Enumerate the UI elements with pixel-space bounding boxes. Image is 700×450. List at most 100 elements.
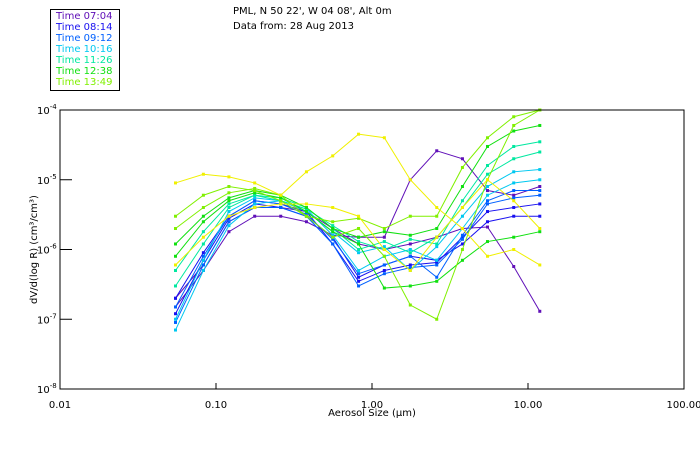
data-point: [408, 303, 412, 307]
data-point: [253, 199, 257, 203]
data-point: [485, 164, 489, 168]
y-axis-label: dV/d(log R) (cm³/cm³): [29, 195, 40, 304]
data-point: [357, 279, 361, 283]
data-point: [382, 254, 386, 258]
data-point: [253, 186, 257, 190]
data-point: [173, 227, 177, 231]
data-point: [435, 279, 439, 283]
data-point: [331, 230, 335, 234]
data-point: [408, 284, 412, 288]
data-point: [173, 181, 177, 185]
data-point: [173, 254, 177, 258]
data-point: [408, 263, 412, 267]
data-point: [173, 305, 177, 309]
data-point: [382, 245, 386, 249]
data-point: [382, 263, 386, 267]
data-point: [538, 227, 542, 231]
data-point: [382, 235, 386, 239]
data-point: [408, 237, 412, 241]
data-point: [512, 157, 516, 161]
legend-entry: Time 09:12: [56, 33, 113, 44]
data-point: [357, 132, 361, 136]
data-point: [408, 248, 412, 251]
data-point: [485, 136, 489, 140]
data-point: [253, 191, 257, 195]
x-tick-label: 0.10: [205, 400, 227, 411]
data-point: [304, 207, 308, 211]
data-point: [512, 170, 516, 174]
data-point: [408, 251, 412, 255]
data-point: [435, 317, 439, 321]
data-point: [460, 248, 464, 251]
data-point: [460, 237, 464, 241]
data-point: [201, 220, 205, 224]
data-point: [435, 275, 439, 279]
data-point: [357, 216, 361, 220]
data-point: [538, 168, 542, 172]
data-point: [435, 206, 439, 210]
data-point: [304, 214, 308, 218]
data-point: [460, 214, 464, 218]
data-point: [227, 206, 231, 210]
data-point: [227, 175, 231, 179]
data-point: [304, 210, 308, 214]
series-12: [173, 108, 542, 321]
legend-entry: Time 11:26: [56, 55, 113, 66]
data-point: [253, 202, 257, 206]
data-point: [201, 251, 205, 255]
data-point: [460, 242, 464, 246]
data-point: [331, 235, 335, 239]
data-point: [173, 214, 177, 218]
data-point: [357, 240, 361, 244]
data-point: [538, 178, 542, 182]
data-point: [357, 227, 361, 231]
data-point: [382, 248, 386, 251]
data-point: [357, 235, 361, 239]
data-point: [331, 224, 335, 228]
data-point: [435, 258, 439, 262]
data-point: [512, 206, 516, 210]
data-point: [173, 320, 177, 324]
y-tick-label: 10-4: [37, 103, 57, 117]
data-point: [382, 268, 386, 272]
data-point: [485, 202, 489, 206]
data-point: [382, 240, 386, 244]
data-point: [382, 136, 386, 140]
data-point: [331, 233, 335, 237]
data-point: [279, 193, 283, 197]
data-point: [435, 263, 439, 267]
data-point: [408, 254, 412, 258]
data-point: [173, 312, 177, 316]
data-point: [201, 263, 205, 267]
data-point: [512, 181, 516, 185]
data-point: [538, 193, 542, 197]
x-axis-label: Aerosol Size (µm): [328, 408, 416, 419]
data-point: [485, 193, 489, 197]
data-point: [253, 214, 257, 218]
data-point: [512, 193, 516, 197]
data-point: [435, 235, 439, 239]
data-point: [485, 185, 489, 189]
data-point: [331, 242, 335, 246]
data-point: [201, 235, 205, 239]
x-tick-label: 1.00: [361, 400, 383, 411]
series-15: [173, 178, 542, 272]
data-point: [485, 144, 489, 148]
data-point: [331, 237, 335, 241]
y-tick-label: 10-5: [37, 173, 57, 187]
data-point: [227, 199, 231, 203]
data-point: [512, 189, 516, 193]
data-point: [227, 202, 231, 206]
series-10: [173, 191, 542, 290]
data-point: [460, 227, 464, 231]
data-point: [357, 251, 361, 255]
data-point: [435, 149, 439, 153]
data-point: [460, 199, 464, 203]
data-point: [512, 123, 516, 127]
legend: Time 07:04 Time 08:14 Time 09:12 Time 10:16…: [50, 9, 120, 91]
data-point: [435, 245, 439, 249]
data-point: [304, 206, 308, 210]
data-point: [253, 196, 257, 200]
data-point: [512, 196, 516, 200]
data-point: [331, 227, 335, 231]
